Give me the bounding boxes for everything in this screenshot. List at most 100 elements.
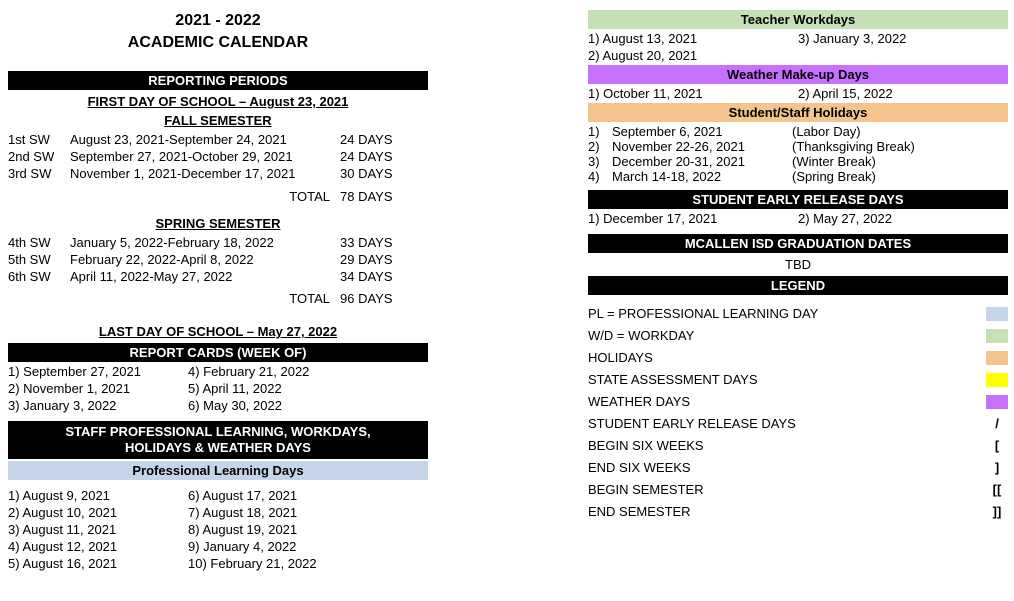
graduation-value: TBD xyxy=(588,257,1008,272)
semester-row: 3rd SWNovember 1, 2021-December 17, 2021… xyxy=(8,166,428,183)
col-b: 6) August 17, 2021 xyxy=(188,488,408,505)
legend-list: PL = PROFESSIONAL LEARNING DAY W/D = WORK… xyxy=(588,303,1008,523)
heading-weather-days: Weather Make-up Days xyxy=(588,65,1008,84)
legend-row: W/D = WORKDAY xyxy=(588,325,1008,347)
heading-staff-l2: HOLIDAYS & WEATHER DAYS xyxy=(8,440,428,456)
semester-row: 4th SWJanuary 5, 2022-February 18, 20223… xyxy=(8,235,428,252)
col-a: 1) August 13, 2021 xyxy=(588,31,798,48)
col-b: 8) August 19, 2021 xyxy=(188,522,408,539)
sw-days: 24 DAYS xyxy=(340,149,420,166)
fall-total: TOTAL 78 DAYS xyxy=(8,189,428,206)
col-b: 3) January 3, 2022 xyxy=(798,31,998,48)
sw-label: 6th SW xyxy=(8,269,70,286)
list-row: 5) August 16, 202110) February 21, 2022 xyxy=(8,556,428,573)
legend-row: WEATHER DAYS xyxy=(588,391,1008,413)
sw-label: 3rd SW xyxy=(8,166,70,183)
holiday-date: March 14-18, 2022 xyxy=(612,169,792,184)
heading-legend: LEGEND xyxy=(588,276,1008,295)
col-b: 4) February 21, 2022 xyxy=(188,364,408,381)
col-a: 2) August 20, 2021 xyxy=(588,48,798,65)
col-a: 1) August 9, 2021 xyxy=(8,488,188,505)
legend-label: PL = PROFESSIONAL LEARNING DAY xyxy=(588,306,986,321)
sw-days: 29 DAYS xyxy=(340,252,420,269)
legend-symbol: [[ xyxy=(986,482,1008,497)
sw-range: January 5, 2022-February 18, 2022 xyxy=(70,235,340,252)
legend-label: HOLIDAYS xyxy=(588,350,986,365)
teacher-workdays-list: 1) August 13, 20213) January 3, 20222) A… xyxy=(588,31,1008,65)
holiday-row: 2)November 22-26, 2021(Thanksgiving Brea… xyxy=(588,139,1008,154)
holiday-row: 1)September 6, 2021(Labor Day) xyxy=(588,124,1008,139)
list-row: 4) August 12, 20219) January 4, 2022 xyxy=(8,539,428,556)
sw-range: April 11, 2022-May 27, 2022 xyxy=(70,269,340,286)
sw-days: 33 DAYS xyxy=(340,235,420,252)
fall-semester-label: FALL SEMESTER xyxy=(8,113,428,128)
list-row: 3) August 11, 20218) August 19, 2021 xyxy=(8,522,428,539)
heading-graduation: MCALLEN ISD GRADUATION DATES xyxy=(588,234,1008,253)
holiday-name: (Thanksgiving Break) xyxy=(792,139,972,154)
sw-days: 24 DAYS xyxy=(340,132,420,149)
spring-total-value: 96 DAYS xyxy=(340,291,420,308)
legend-swatch xyxy=(986,373,1008,387)
sw-label: 5th SW xyxy=(8,252,70,269)
last-day-of-school: LAST DAY OF SCHOOL – May 27, 2022 xyxy=(8,324,428,339)
heading-teacher-workdays: Teacher Workdays xyxy=(588,10,1008,29)
col-a: 1) October 11, 2021 xyxy=(588,86,798,103)
list-row: 1) September 27, 20214) February 21, 202… xyxy=(8,364,428,381)
list-row: 2) November 1, 20215) April 11, 2022 xyxy=(8,381,428,398)
fall-total-value: 78 DAYS xyxy=(340,189,420,206)
legend-symbol: ] xyxy=(986,460,1008,475)
legend-row: END SIX WEEKS] xyxy=(588,457,1008,479)
holiday-num: 2) xyxy=(588,139,612,154)
heading-staff-l1: STAFF PROFESSIONAL LEARNING, WORKDAYS, xyxy=(8,424,428,440)
col-a: 1) December 17, 2021 xyxy=(588,211,798,228)
fall-rows: 1st SWAugust 23, 2021-September 24, 2021… xyxy=(8,132,428,183)
holiday-row: 3)December 20-31, 2021(Winter Break) xyxy=(588,154,1008,169)
semester-row: 6th SWApril 11, 2022-May 27, 202234 DAYS xyxy=(8,269,428,286)
col-b: 9) January 4, 2022 xyxy=(188,539,408,556)
list-row: 1) August 13, 20213) January 3, 2022 xyxy=(588,31,1008,48)
semester-row: 2nd SWSeptember 27, 2021-October 29, 202… xyxy=(8,149,428,166)
legend-label: WEATHER DAYS xyxy=(588,394,986,409)
legend-row: STUDENT EARLY RELEASE DAYS/ xyxy=(588,413,1008,435)
col-a: 3) August 11, 2021 xyxy=(8,522,188,539)
heading-early-release: STUDENT EARLY RELEASE DAYS xyxy=(588,190,1008,209)
legend-row: BEGIN SIX WEEKS[ xyxy=(588,435,1008,457)
legend-label: END SEMESTER xyxy=(588,504,986,519)
left-column: 2021 - 2022 ACADEMIC CALENDAR REPORTING … xyxy=(8,10,428,573)
title-line2: ACADEMIC CALENDAR xyxy=(8,32,428,54)
legend-label: STUDENT EARLY RELEASE DAYS xyxy=(588,416,986,431)
sw-label: 1st SW xyxy=(8,132,70,149)
spring-total-label: TOTAL xyxy=(8,291,340,308)
early-release-list: 1) December 17, 20212) May 27, 2022 xyxy=(588,211,1008,228)
legend-label: END SIX WEEKS xyxy=(588,460,986,475)
list-row: 1) October 11, 20212) April 15, 2022 xyxy=(588,86,1008,103)
holidays-list: 1)September 6, 2021(Labor Day)2)November… xyxy=(588,124,1008,184)
sw-range: February 22, 2022-April 8, 2022 xyxy=(70,252,340,269)
heading-pl-days: Professional Learning Days xyxy=(8,461,428,480)
spring-rows: 4th SWJanuary 5, 2022-February 18, 20223… xyxy=(8,235,428,286)
pl-days-list: 1) August 9, 20216) August 17, 20212) Au… xyxy=(8,488,428,572)
semester-row: 1st SWAugust 23, 2021-September 24, 2021… xyxy=(8,132,428,149)
list-row: 2) August 20, 2021 xyxy=(588,48,1008,65)
legend-row: END SEMESTER]] xyxy=(588,501,1008,523)
fall-total-label: TOTAL xyxy=(8,189,340,206)
legend-swatch xyxy=(986,351,1008,365)
col-a: 1) September 27, 2021 xyxy=(8,364,188,381)
heading-report-cards: REPORT CARDS (WEEK OF) xyxy=(8,343,428,362)
col-b xyxy=(798,48,998,65)
sw-label: 4th SW xyxy=(8,235,70,252)
legend-symbol: [ xyxy=(986,438,1008,453)
spring-total: TOTAL 96 DAYS xyxy=(8,291,428,308)
col-a: 2) August 10, 2021 xyxy=(8,505,188,522)
legend-swatch xyxy=(986,307,1008,321)
col-b: 7) August 18, 2021 xyxy=(188,505,408,522)
holiday-name: (Spring Break) xyxy=(792,169,972,184)
title-line1: 2021 - 2022 xyxy=(8,10,428,32)
legend-swatch xyxy=(986,395,1008,409)
list-row: 1) August 9, 20216) August 17, 2021 xyxy=(8,488,428,505)
col-b: 5) April 11, 2022 xyxy=(188,381,408,398)
legend-row: HOLIDAYS xyxy=(588,347,1008,369)
legend-row: PL = PROFESSIONAL LEARNING DAY xyxy=(588,303,1008,325)
weather-days-list: 1) October 11, 20212) April 15, 2022 xyxy=(588,86,1008,103)
legend-symbol: / xyxy=(986,416,1008,431)
